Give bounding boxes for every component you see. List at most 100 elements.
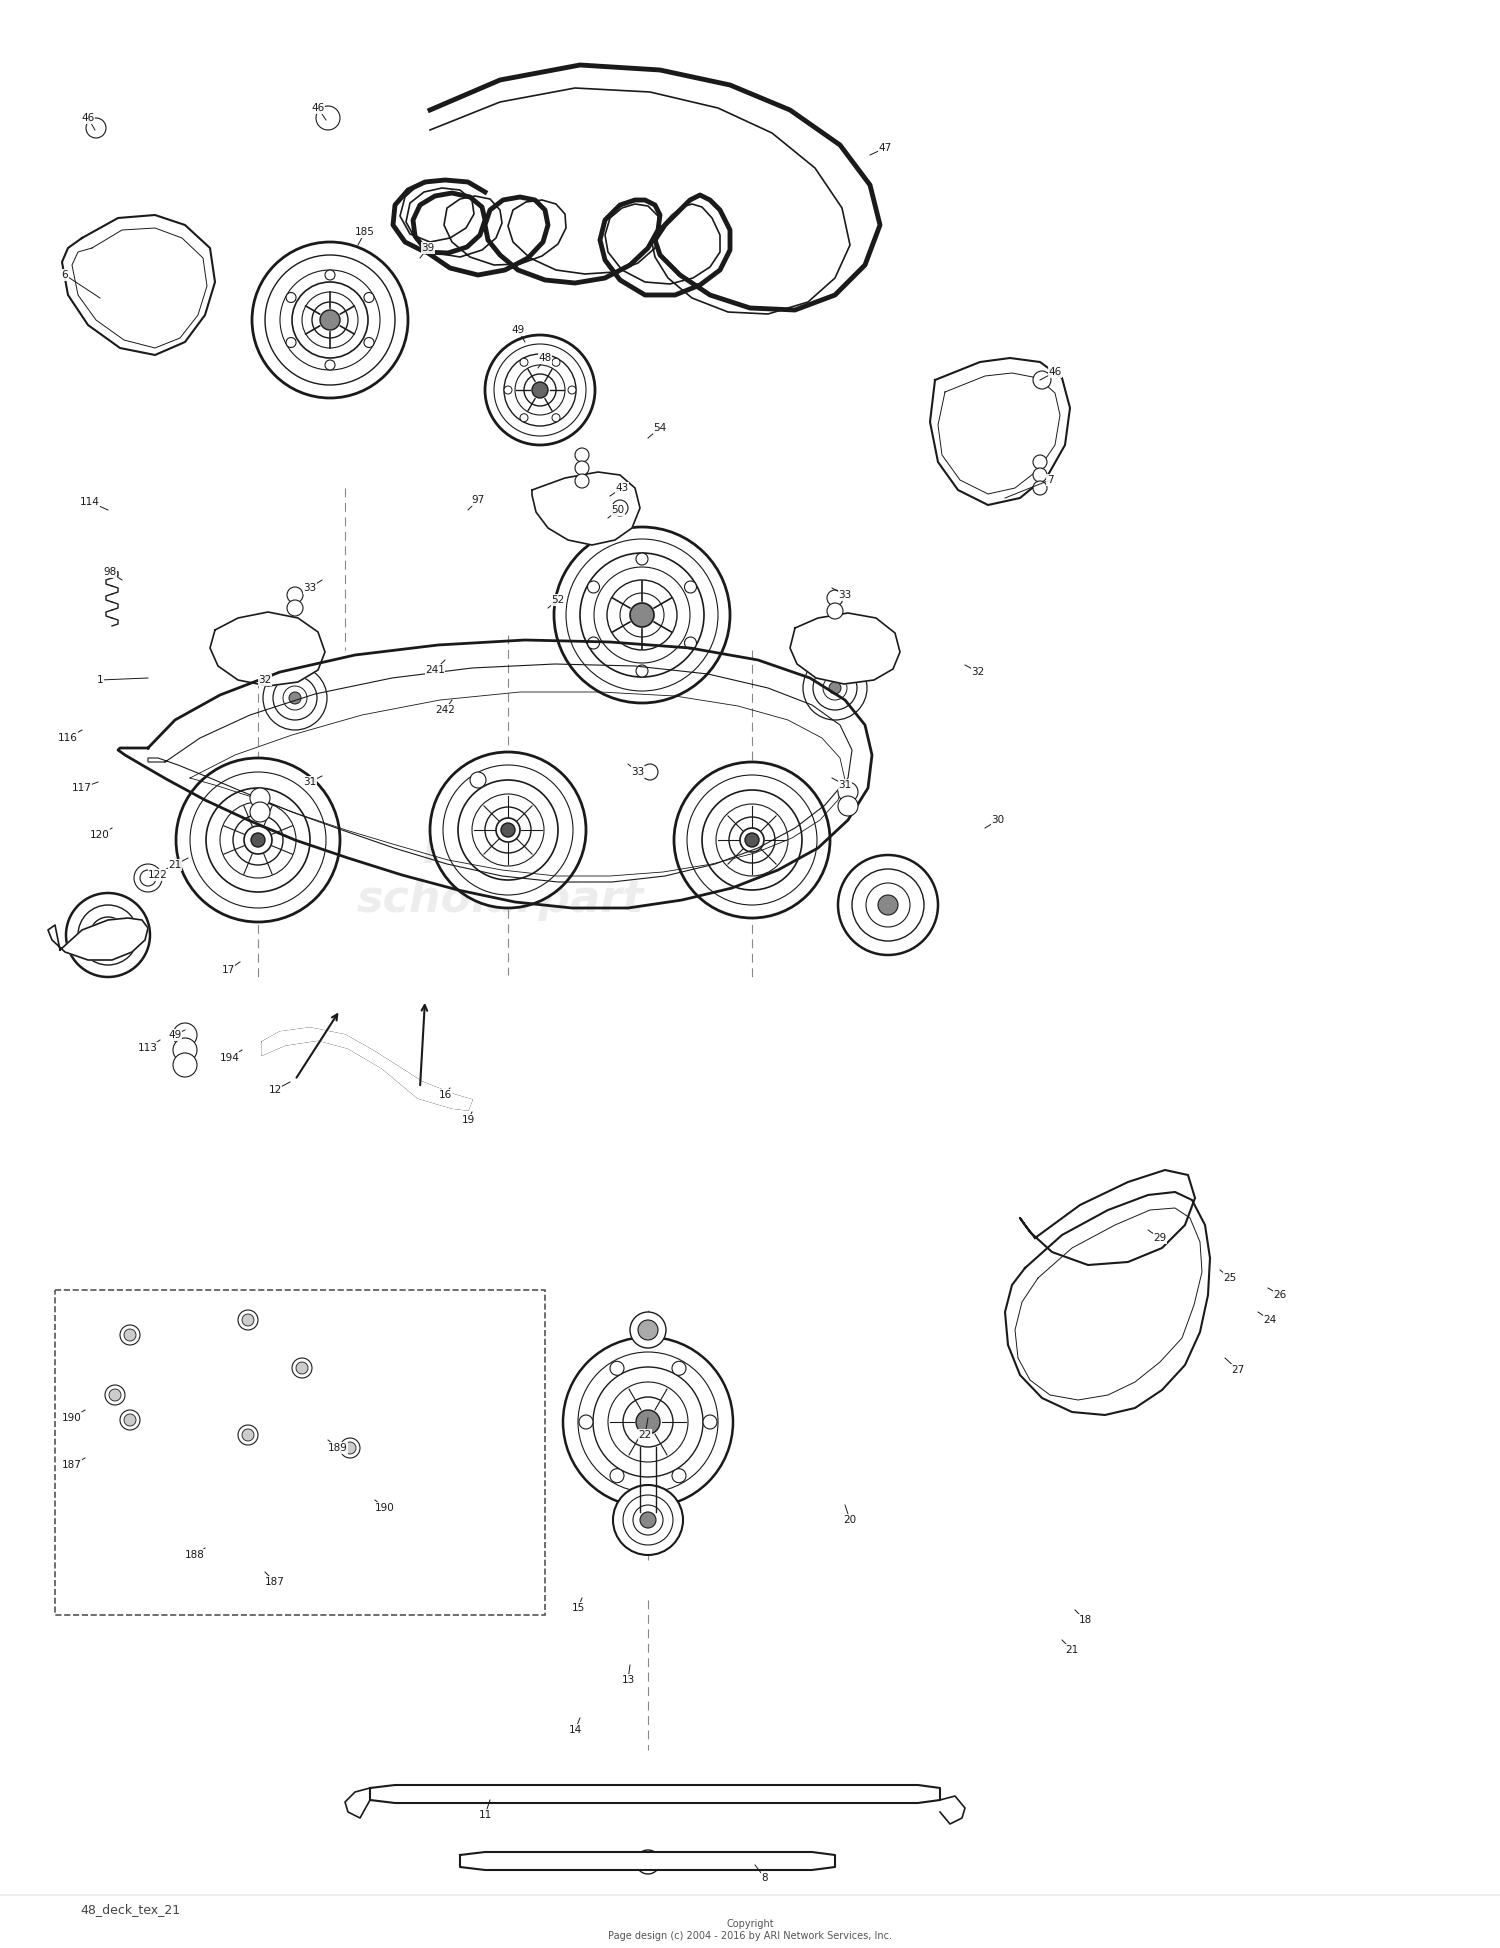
Circle shape [827,604,843,619]
Circle shape [326,271,334,281]
Circle shape [286,292,296,302]
Text: 114: 114 [80,497,100,506]
Circle shape [1034,468,1047,481]
Circle shape [105,1385,125,1405]
Circle shape [608,581,676,651]
Text: 15: 15 [572,1603,585,1613]
Circle shape [340,1438,360,1457]
Text: 185: 185 [356,228,375,238]
Circle shape [636,664,648,678]
Circle shape [124,1329,136,1340]
Circle shape [566,540,718,692]
Circle shape [684,637,696,649]
Circle shape [594,567,690,662]
Circle shape [242,1430,254,1442]
Polygon shape [930,358,1070,505]
Circle shape [280,271,380,370]
Circle shape [633,1506,663,1535]
Circle shape [552,413,560,421]
Circle shape [579,1414,592,1430]
Text: 18: 18 [1078,1615,1092,1625]
Circle shape [110,247,186,323]
Circle shape [630,1313,666,1348]
Circle shape [622,1397,674,1447]
Circle shape [610,1362,624,1375]
Circle shape [292,1358,312,1377]
Text: 33: 33 [839,590,852,600]
Polygon shape [68,1403,182,1475]
Circle shape [642,764,658,779]
Circle shape [244,826,272,853]
Circle shape [120,1325,140,1344]
Circle shape [251,834,266,847]
Circle shape [316,105,340,131]
Circle shape [78,906,138,964]
Circle shape [470,771,486,789]
Text: 27: 27 [1232,1366,1245,1375]
Text: 187: 187 [62,1459,82,1471]
Circle shape [963,407,1006,452]
Text: 194: 194 [220,1054,240,1064]
Circle shape [746,834,759,847]
Text: 48_deck_tex_21: 48_deck_tex_21 [80,1903,180,1917]
Circle shape [312,302,348,339]
Circle shape [813,666,856,709]
Circle shape [802,656,867,721]
Circle shape [442,766,573,894]
Circle shape [562,1336,734,1508]
Circle shape [574,448,590,462]
Circle shape [110,1389,122,1401]
Text: 120: 120 [90,830,110,840]
Text: 52: 52 [552,594,564,606]
Circle shape [687,775,818,906]
Text: 54: 54 [654,423,666,432]
Circle shape [944,388,1028,471]
Text: 24: 24 [1263,1315,1276,1325]
Text: 17: 17 [222,964,234,976]
Text: 98: 98 [104,567,117,577]
Circle shape [458,779,558,880]
Circle shape [574,462,590,475]
Text: 187: 187 [266,1578,285,1588]
Circle shape [684,581,696,592]
Polygon shape [1005,1192,1211,1414]
Circle shape [504,386,512,393]
Circle shape [290,692,302,703]
Circle shape [552,358,560,366]
Text: 116: 116 [58,732,78,742]
Circle shape [124,1414,136,1426]
Circle shape [580,553,704,678]
Circle shape [134,865,162,892]
Circle shape [610,1469,624,1482]
Circle shape [1034,456,1047,469]
Polygon shape [78,1330,182,1405]
Text: 97: 97 [471,495,484,505]
Circle shape [640,1512,656,1527]
Text: 190: 190 [375,1504,394,1514]
Text: 32: 32 [972,666,984,678]
Circle shape [636,553,648,565]
Circle shape [672,1362,686,1375]
Circle shape [839,855,938,955]
Text: 29: 29 [1154,1233,1167,1243]
Circle shape [266,255,394,386]
Text: 30: 30 [992,814,1005,826]
Circle shape [242,1315,254,1327]
Text: 21: 21 [168,859,182,871]
Polygon shape [532,471,640,545]
Circle shape [90,918,126,953]
Text: 13: 13 [621,1675,634,1685]
Text: 19: 19 [462,1114,474,1126]
Text: 31: 31 [839,779,852,791]
Circle shape [120,1410,140,1430]
Circle shape [839,797,858,816]
Circle shape [232,814,284,865]
Circle shape [524,374,556,405]
Text: 33: 33 [632,768,645,777]
Circle shape [140,871,156,886]
Circle shape [273,676,316,721]
Circle shape [824,676,848,699]
Circle shape [262,666,327,730]
Text: 241: 241 [424,664,445,676]
Text: 49: 49 [512,325,525,335]
